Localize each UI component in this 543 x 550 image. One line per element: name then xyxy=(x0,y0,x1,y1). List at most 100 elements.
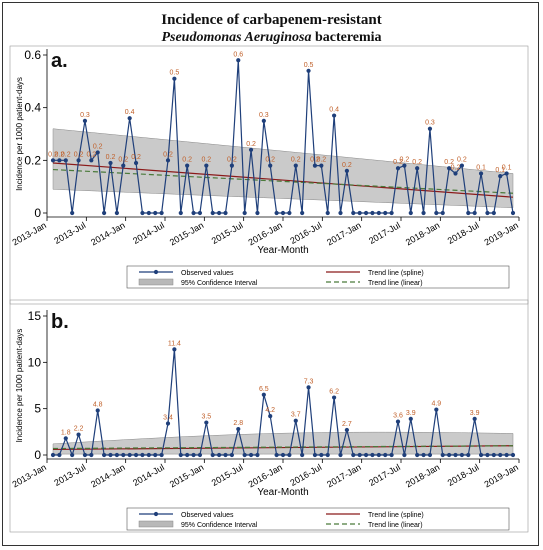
observed-point xyxy=(466,210,471,216)
observed-point xyxy=(427,126,433,131)
x-tick-label: 2018-Jul xyxy=(446,462,481,488)
observed-point xyxy=(63,158,68,163)
observed-point xyxy=(57,158,62,163)
observed-point xyxy=(248,452,254,458)
observed-point xyxy=(172,347,177,352)
x-tick-label: 2013-Jul xyxy=(52,462,87,488)
x-tick-label: 2017-Jul xyxy=(367,462,402,488)
panel-border xyxy=(9,299,529,533)
observed-point xyxy=(223,210,228,216)
observed-point xyxy=(510,452,516,458)
point-label: 0.2 xyxy=(444,159,454,166)
observed-point xyxy=(197,210,203,216)
figure-frame xyxy=(2,2,539,546)
observed-point xyxy=(319,163,324,168)
observed-point xyxy=(70,452,75,458)
observed-point xyxy=(447,452,452,458)
observed-point xyxy=(312,452,318,458)
observed-point xyxy=(165,421,171,426)
x-axis-label: Year-Month xyxy=(257,245,308,256)
observed-point xyxy=(114,210,119,216)
point-label: 0.2 xyxy=(451,165,461,172)
observed-point xyxy=(255,210,260,216)
observed-point xyxy=(274,452,279,458)
point-label: 3.9 xyxy=(406,410,416,417)
point-label: 0.2 xyxy=(74,151,84,158)
observed-point xyxy=(217,452,222,458)
observed-point xyxy=(50,452,56,458)
point-label: 0.2 xyxy=(393,159,403,166)
observed-point xyxy=(491,452,496,458)
chart-panel-a: 0 0.2 0.4 0.6 2013-Jan 2013-Jul 2014-Jan 2014-J… xyxy=(9,45,529,305)
point-label: 0.2 xyxy=(457,157,467,164)
y-tick-label: 10 xyxy=(28,355,42,369)
title-species: Pseudomonas Aeruginosa xyxy=(161,30,312,45)
x-tick-label: 2017-Jan xyxy=(325,220,363,247)
observed-point xyxy=(280,452,286,458)
x-tick-label: 2015-Jan xyxy=(168,220,206,247)
y-tick-label: 0.2 xyxy=(24,153,41,167)
point-label: 0.2 xyxy=(400,157,410,164)
observed-point xyxy=(127,452,132,458)
point-label: 0.1 xyxy=(476,165,486,172)
observed-point xyxy=(357,210,362,216)
observed-point xyxy=(108,452,113,458)
panel-label: b. xyxy=(51,311,69,333)
observed-point xyxy=(242,452,247,458)
figure-title-line2: Pseudomonas Aeruginosa bacteremia xyxy=(0,30,543,46)
observed-point xyxy=(287,452,292,458)
x-tick-label: 2017-Jan xyxy=(325,462,363,489)
observed-point xyxy=(108,160,113,166)
x-tick-label: 2016-Jan xyxy=(246,220,284,247)
observed-point xyxy=(351,452,356,458)
point-label: 3.9 xyxy=(470,410,480,417)
point-label: 4.2 xyxy=(265,407,275,414)
observed-point xyxy=(178,452,183,458)
x-tick-label: 2014-Jul xyxy=(131,462,166,488)
observed-point xyxy=(459,163,464,168)
observed-point xyxy=(178,210,183,216)
point-label: 0.2 xyxy=(412,159,422,166)
x-tick-label: 2015-Jul xyxy=(210,220,245,246)
observed-point xyxy=(146,210,151,216)
y-axis-label: Incidence per 1000 patient-days xyxy=(15,77,24,191)
observed-point xyxy=(485,452,490,458)
observed-point xyxy=(319,452,324,458)
observed-point xyxy=(236,426,241,432)
observed-point xyxy=(453,171,458,176)
point-label: 0.2 xyxy=(61,151,71,158)
x-tick-label: 2015-Jan xyxy=(168,462,206,489)
observed-point xyxy=(229,163,234,168)
observed-point xyxy=(402,163,407,168)
observed-point xyxy=(236,58,241,63)
x-tick-label: 2014-Jan xyxy=(89,462,127,489)
observed-point xyxy=(121,452,126,458)
observed-point xyxy=(472,210,477,216)
legend-ci-swatch xyxy=(138,520,174,528)
panel-label: a. xyxy=(51,50,68,72)
observed-point xyxy=(287,210,292,216)
legend-observed-label: Observed values xyxy=(181,512,234,519)
y-tick-label: 0.6 xyxy=(24,48,41,62)
legend-observed-marker xyxy=(153,511,159,517)
observed-point xyxy=(89,158,94,163)
observed-point xyxy=(165,158,171,163)
point-label: 2.2 xyxy=(74,426,84,433)
observed-point xyxy=(478,452,484,458)
observed-point xyxy=(408,416,413,421)
point-label: 0.2 xyxy=(48,151,58,158)
observed-point xyxy=(57,452,62,458)
observed-point xyxy=(453,452,458,458)
observed-point xyxy=(210,452,215,458)
observed-point xyxy=(440,210,445,216)
observed-point xyxy=(82,118,88,123)
legend-linear-label: Trend line (linear) xyxy=(368,280,423,287)
x-tick-label: 2015-Jul xyxy=(210,462,245,488)
observed-point xyxy=(306,385,311,390)
observed-point xyxy=(223,452,228,458)
observed-point xyxy=(172,76,177,81)
spline-trend-line xyxy=(52,162,514,198)
legend-spline-label: Trend line (spline) xyxy=(368,270,424,277)
